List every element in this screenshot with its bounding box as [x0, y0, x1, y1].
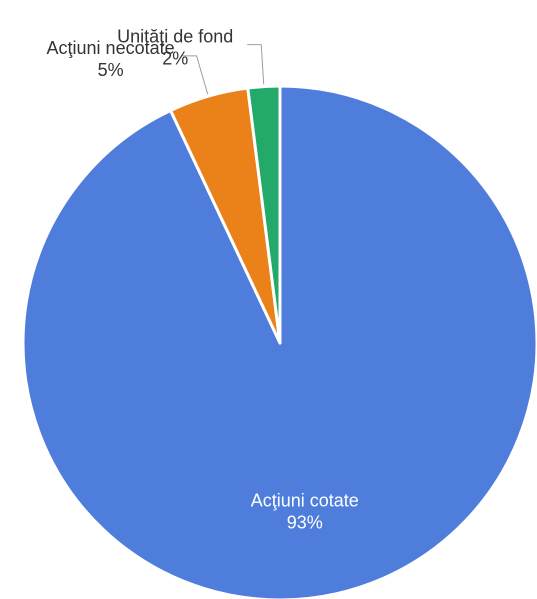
- slice-label-unitati-de-fond: Unităţi de fond 2%: [117, 27, 233, 69]
- pie-slice-actiuni-cotate: [21, 84, 537, 599]
- slice-label-actiuni-necotate: Acţiuni necotate 5%: [47, 38, 175, 80]
- pie-slices: [21, 84, 537, 599]
- slice-label-actiuni-cotate: Acţiuni cotate 93%: [251, 491, 359, 533]
- leader-lines: [182, 44, 265, 95]
- leader-line-unitati-de-fond: [247, 44, 265, 85]
- pie-slice-unitati-de-fond: [246, 84, 282, 345]
- slice-labels: Acţiuni cotate 93% Acţiuni necotate 5%Unită…: [47, 27, 359, 533]
- leader-line-actiuni-necotate: [182, 55, 209, 95]
